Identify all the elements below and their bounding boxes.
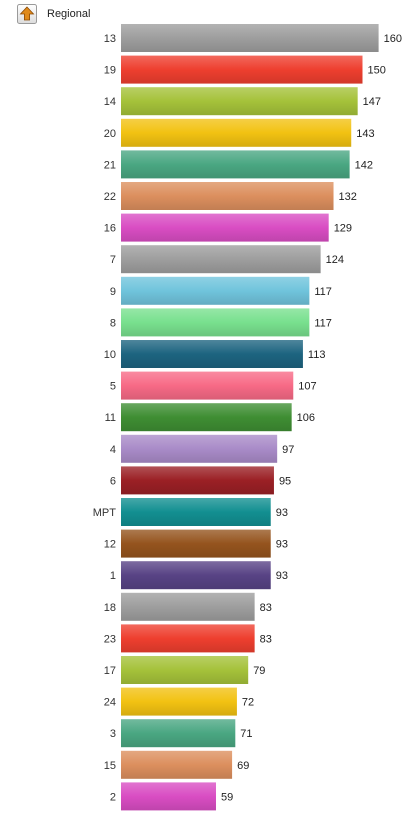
- bar-value-label: 93: [276, 570, 288, 582]
- bar-value-label: 83: [260, 633, 272, 645]
- category-tick-label: 3: [110, 728, 116, 740]
- bar-value-label: 113: [308, 349, 326, 361]
- category-tick-label: 4: [110, 444, 116, 456]
- bar[interactable]: [121, 750, 233, 779]
- category-tick-label: 5: [110, 381, 116, 393]
- category-tick-label: 17: [104, 665, 116, 677]
- bar-value-label: 143: [356, 128, 374, 140]
- bar-value-label: 106: [297, 412, 315, 424]
- category-tick-label: 14: [104, 96, 116, 108]
- category-tick-label: 10: [104, 349, 116, 361]
- category-tick-label: 21: [104, 159, 116, 171]
- bar[interactable]: [121, 624, 255, 653]
- category-tick-label: 13: [104, 33, 116, 45]
- category-tick-label: 7: [110, 254, 116, 266]
- bar[interactable]: [121, 592, 255, 621]
- category-tick-label: 2: [110, 791, 116, 803]
- bar[interactable]: [121, 308, 310, 337]
- bar-value-label: 83: [260, 602, 272, 614]
- bar[interactable]: [121, 687, 237, 716]
- bar[interactable]: [121, 782, 216, 811]
- category-tick-label: 22: [104, 191, 116, 203]
- bar[interactable]: [121, 498, 271, 526]
- category-tick-label: 6: [110, 475, 116, 487]
- bar-value-label: 93: [276, 539, 288, 551]
- category-tick-label: 20: [104, 128, 116, 140]
- bar-value-label: 160: [384, 33, 402, 45]
- category-tick-label: MPT: [93, 507, 117, 519]
- bar-value-label: 132: [339, 191, 357, 203]
- bar[interactable]: [121, 371, 294, 400]
- category-tick-label: 11: [105, 412, 116, 424]
- bar-value-label: 117: [314, 286, 332, 298]
- category-tick-label: 15: [104, 760, 116, 772]
- category-tick-label: 24: [104, 697, 116, 709]
- drill-level-label: Regional: [47, 8, 91, 20]
- bar-value-label: 69: [237, 760, 249, 772]
- bar-value-label: 97: [282, 444, 294, 456]
- bar[interactable]: [121, 466, 274, 495]
- category-tick-label: 9: [110, 286, 116, 298]
- bar[interactable]: [121, 529, 271, 558]
- bar-value-label: 59: [221, 791, 233, 803]
- bar[interactable]: [121, 403, 292, 432]
- bar-value-label: 142: [355, 159, 373, 171]
- bar[interactable]: [121, 340, 303, 368]
- category-tick-label: 8: [110, 317, 116, 329]
- bar-value-label: 95: [279, 475, 291, 487]
- bar[interactable]: [121, 24, 379, 52]
- bar[interactable]: [121, 213, 329, 242]
- bar-value-label: 72: [242, 697, 254, 709]
- bar[interactable]: [121, 561, 271, 590]
- bar-value-label: 124: [326, 254, 344, 266]
- category-tick-label: 23: [104, 633, 116, 645]
- bar[interactable]: [121, 150, 350, 179]
- bar[interactable]: [121, 434, 278, 463]
- bar-value-label: 107: [298, 381, 316, 393]
- bar[interactable]: [121, 55, 363, 84]
- bar-value-label: 150: [368, 65, 386, 77]
- bar-value-label: 147: [363, 96, 381, 108]
- category-tick-label: 19: [104, 65, 116, 77]
- bar-value-label: 117: [314, 317, 332, 329]
- bar-value-label: 71: [240, 728, 252, 740]
- bar[interactable]: [121, 719, 236, 748]
- bar-value-label: 79: [253, 665, 265, 677]
- category-tick-label: 12: [104, 539, 116, 551]
- drill-up-arrow-icon[interactable]: [17, 4, 37, 24]
- category-tick-label: 16: [104, 223, 116, 235]
- bar[interactable]: [121, 245, 321, 274]
- bar[interactable]: [121, 276, 310, 305]
- category-tick-label: 1: [110, 570, 116, 582]
- bar[interactable]: [121, 118, 352, 147]
- bar-value-label: 93: [276, 507, 288, 519]
- bar[interactable]: [121, 182, 334, 210]
- bar[interactable]: [121, 87, 358, 116]
- bar-value-label: 129: [334, 223, 352, 235]
- bar[interactable]: [121, 656, 249, 684]
- category-tick-label: 18: [104, 602, 116, 614]
- chart-header: Regional: [17, 4, 90, 24]
